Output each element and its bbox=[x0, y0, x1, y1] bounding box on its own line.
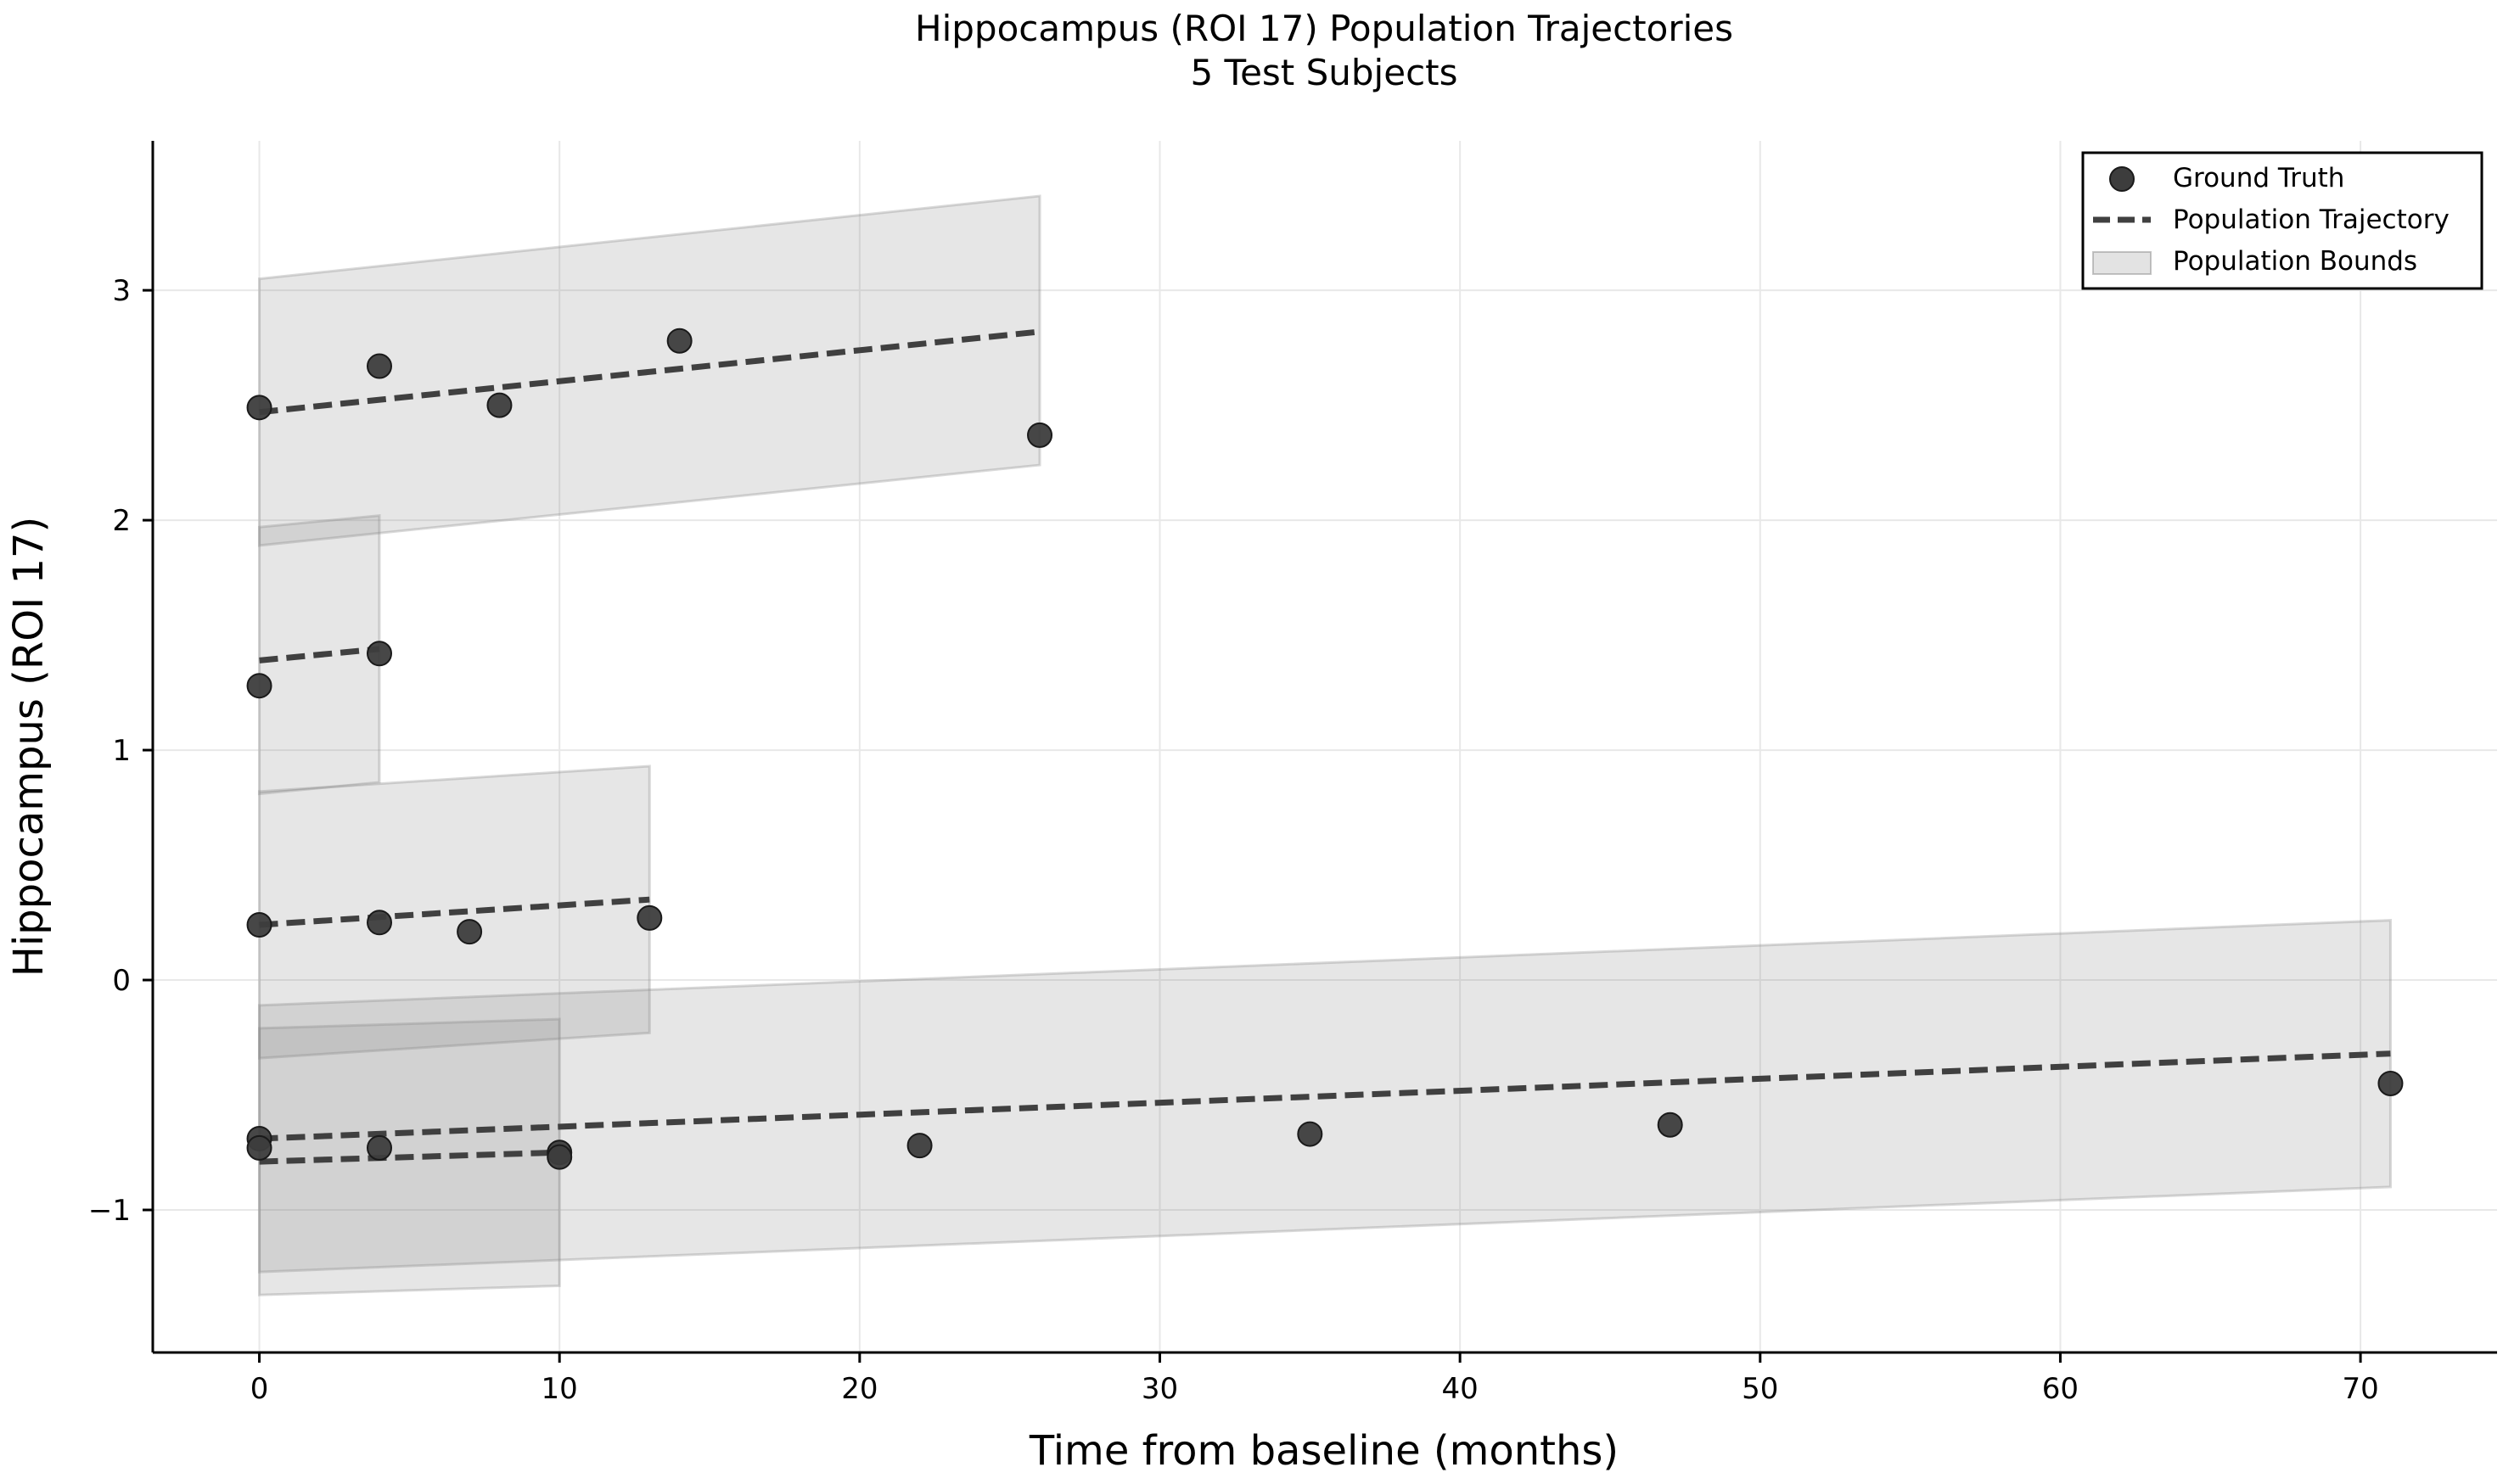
legend-points-marker bbox=[2109, 166, 2135, 192]
y-tick-label: 1 bbox=[112, 734, 131, 768]
ground-truth-point bbox=[367, 641, 393, 667]
population-trajectory-line bbox=[259, 896, 650, 928]
ground-truth-point bbox=[246, 1134, 272, 1161]
ground-truth-point bbox=[637, 904, 663, 931]
x-tick-label: 60 bbox=[2042, 1372, 2079, 1406]
axes-layer bbox=[151, 141, 2497, 1354]
population-trajectory-line bbox=[259, 1149, 560, 1165]
trajectory-layer bbox=[259, 328, 2391, 1165]
x-tick-label: 50 bbox=[1742, 1372, 1778, 1406]
y-tick-label: 2 bbox=[112, 504, 131, 538]
ground-truth-point bbox=[246, 912, 272, 938]
ground-truth-point bbox=[367, 910, 393, 936]
legend-bounds-marker bbox=[2092, 251, 2152, 275]
x-tick-label: 0 bbox=[250, 1372, 269, 1406]
x-tick-label: 30 bbox=[1142, 1372, 1178, 1406]
legend-bounds-label: Population Bounds bbox=[2173, 246, 2417, 277]
population-trajectory-line bbox=[259, 646, 380, 664]
ground-truth-point bbox=[367, 353, 393, 379]
legend-points-label: Ground Truth bbox=[2173, 163, 2344, 193]
legend: Ground Truth Population Trajectory Popul… bbox=[2081, 151, 2483, 290]
y-tick-label: 3 bbox=[112, 274, 131, 308]
ground-truth-point bbox=[1657, 1112, 1683, 1138]
ground-truth-point bbox=[246, 673, 272, 699]
ground-truth-point bbox=[547, 1144, 573, 1170]
y-tick-label: 0 bbox=[112, 964, 131, 998]
x-tick-label: 70 bbox=[2342, 1372, 2378, 1406]
ground-truth-point bbox=[486, 392, 513, 418]
ground-truth-point bbox=[246, 395, 272, 421]
ticks-layer: 0 10 20 30 40 50 60 70 −1 0 1 2 3 bbox=[88, 274, 2379, 1406]
points-layer bbox=[246, 328, 2404, 1170]
x-tick-label: 20 bbox=[841, 1372, 878, 1406]
chart-title: Hippocampus (ROI 17) Population Trajecto… bbox=[915, 8, 1733, 49]
population-trajectory-line bbox=[259, 1050, 2391, 1142]
ground-truth-point bbox=[1297, 1121, 1323, 1147]
y-axis-label: Hippocampus (ROI 17) bbox=[5, 517, 53, 977]
bounds-layer bbox=[258, 194, 2392, 1296]
ground-truth-point bbox=[457, 919, 483, 945]
grid-layer bbox=[153, 141, 2497, 1352]
ground-truth-point bbox=[906, 1133, 933, 1159]
ground-truth-point bbox=[666, 328, 693, 354]
x-tick-label: 10 bbox=[542, 1372, 578, 1406]
ground-truth-point bbox=[1027, 422, 1053, 448]
ground-truth-point bbox=[2377, 1070, 2404, 1096]
chart-subtitle: 5 Test Subjects bbox=[1190, 52, 1457, 93]
ground-truth-point bbox=[367, 1134, 393, 1161]
x-axis-label: Time from baseline (months) bbox=[1029, 1427, 1619, 1475]
legend-trajectory-label: Population Trajectory bbox=[2173, 204, 2450, 235]
population-trajectory-line bbox=[259, 328, 1041, 416]
x-tick-label: 40 bbox=[1442, 1372, 1479, 1406]
y-tick-label: −1 bbox=[88, 1194, 131, 1228]
